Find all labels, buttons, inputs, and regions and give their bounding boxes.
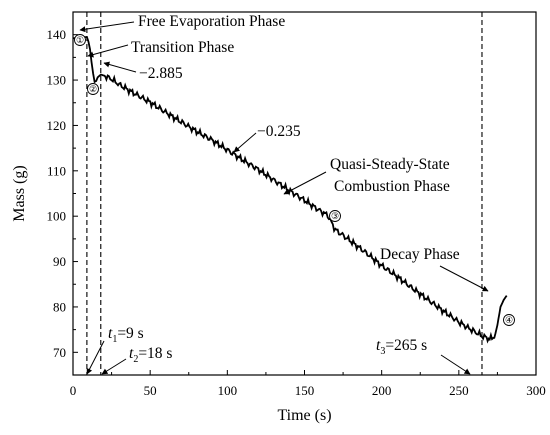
- phase-marker-1-label: ①: [76, 35, 84, 45]
- y-tick-label: 110: [47, 163, 66, 178]
- t1-sub: 1: [112, 334, 117, 345]
- arrow-decay: [439, 265, 489, 292]
- t3-sub: 3: [380, 346, 385, 357]
- y-axis-title: Mass (g): [11, 165, 28, 221]
- t2-sub: 2: [133, 354, 138, 365]
- axis-tick-labels: 0 50 100 150 200 250 300 70 80 90 100 110 120 130 140: [47, 27, 546, 398]
- x-tick-label: 250: [449, 383, 469, 398]
- annotation-t2: t2=18 s: [129, 345, 172, 365]
- arrow-steady-phase: [283, 171, 327, 195]
- t3-var: t: [376, 337, 381, 354]
- annotation-t1: t1=9 s: [108, 325, 144, 345]
- arrow-free-evaporation: [79, 21, 135, 33]
- axis-ticks: [72, 34, 537, 375]
- x-tick-label: 150: [295, 383, 315, 398]
- t1-val: =9 s: [117, 325, 143, 342]
- phase-marker-4-label: ④: [505, 315, 513, 325]
- arrow-t1: [86, 340, 105, 375]
- phase-marker-3: ③: [329, 210, 341, 222]
- phase-marker-1: ①: [74, 34, 86, 46]
- t1-var: t: [108, 325, 113, 342]
- arrow-slope-transition: [103, 61, 137, 73]
- t2-var: t: [129, 345, 134, 362]
- arrow-transition: [87, 44, 129, 58]
- annotation-transition: Transition Phase: [131, 39, 234, 56]
- x-tick-label: 300: [526, 383, 546, 398]
- annotation-t3: t3=265 s: [376, 337, 427, 357]
- annotation-slope-steady: −0.235: [257, 123, 301, 140]
- y-tick-label: 140: [47, 27, 67, 42]
- t2-val: =18 s: [138, 345, 172, 362]
- x-tick-label: 50: [144, 383, 157, 398]
- arrow-slope-steady: [233, 132, 257, 153]
- x-tick-label: 100: [218, 383, 238, 398]
- annotation-decay: Decay Phase: [380, 246, 460, 263]
- phase-marker-2: ②: [87, 83, 99, 95]
- annotation-steady-line2: Combustion Phase: [334, 178, 450, 195]
- phase-marker-4: ④: [503, 314, 515, 326]
- phase-marker-2-label: ②: [89, 84, 97, 94]
- y-tick-label: 80: [53, 299, 66, 314]
- y-tick-label: 70: [53, 345, 66, 360]
- arrow-t2: [101, 358, 127, 375]
- y-tick-label: 90: [53, 254, 66, 269]
- annotation-free-evaporation: Free Evaporation Phase: [138, 13, 285, 30]
- y-tick-label: 130: [47, 73, 67, 88]
- y-tick-label: 100: [47, 209, 67, 224]
- phase-marker-3-label: ③: [331, 211, 339, 221]
- arrow-t3: [440, 354, 471, 375]
- y-tick-label: 120: [47, 118, 67, 133]
- x-axis-title: Time (s): [277, 407, 331, 424]
- phase-markers: ① ② ③ ④: [74, 34, 515, 326]
- annotation-slope-transition: −2.885: [139, 65, 183, 82]
- t3-val: =265 s: [385, 337, 427, 354]
- x-tick-label: 200: [372, 383, 392, 398]
- phase-boundary-lines: [86, 12, 483, 375]
- annotation-arrows: [79, 21, 489, 375]
- annotation-steady-line1: Quasi-Steady-State: [330, 156, 450, 173]
- x-tick-label: 0: [70, 383, 77, 398]
